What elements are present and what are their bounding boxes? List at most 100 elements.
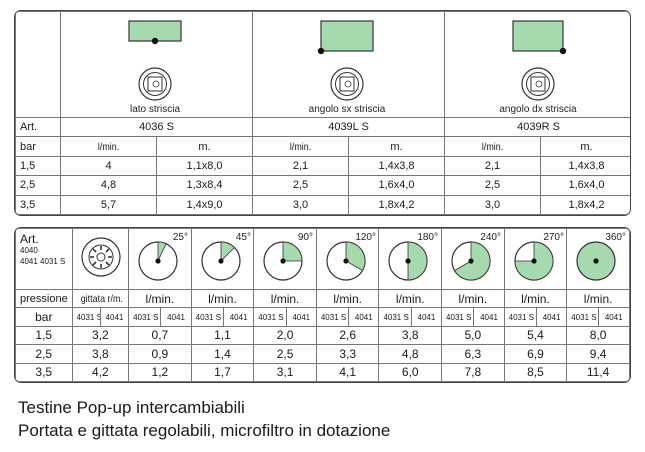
model-4041-label: 4041 [348, 307, 380, 327]
center-dot [531, 258, 537, 264]
table-row: 2,5 4,8 1,3x8,4 2,5 1,6x4,0 2,5 1,6x4,0 [15, 175, 630, 196]
model-4041-label: 4041 [222, 307, 255, 327]
bar-value: 1,5 [15, 325, 73, 346]
model-4031s-label: 4031 S [566, 307, 599, 327]
model-code: 4039R S [444, 116, 630, 138]
center-dot [280, 258, 286, 264]
flow-value: 5,0 [441, 325, 505, 346]
art-cell: Art. 4040 4041 4031 S [15, 228, 73, 290]
flow-value: 0,9 [128, 344, 192, 364]
pressure-label: pressione [15, 288, 73, 309]
sector-fill [514, 241, 554, 281]
caption-line-1: Testine Pop-up intercambiabili [18, 398, 245, 417]
flow-label: l/min. [190, 288, 255, 309]
flow-unit: l/min. [252, 136, 349, 157]
sector-fill [345, 241, 366, 272]
size-unit: m. [156, 136, 253, 157]
center-dot [343, 258, 349, 264]
bar-value: 3,5 [15, 362, 73, 382]
nozzle-dial-cell [71, 228, 130, 290]
angle-270-cell: 270° [503, 228, 568, 290]
sector-fill [282, 241, 303, 262]
flow-value: 8,5 [503, 362, 568, 382]
angle-45-cell: 45° [190, 228, 255, 290]
model-4041-label: 4041 [285, 307, 317, 327]
sector-90-icon: 90° [263, 232, 313, 281]
model-4041-label: 4041 [535, 307, 568, 327]
size-unit: m. [348, 136, 445, 157]
model-left-corner-header: angolo sx striscia [252, 11, 445, 118]
sector-45-icon: 45° [201, 232, 251, 281]
table-row: 3,5 5,7 1,4x9,0 3,0 1,8x4,2 3,0 1,8x4,2 [15, 194, 630, 215]
model-4031s-label: 4031 S [71, 307, 101, 327]
table-row: 3,5 4,2 1,2 1,7 3,1 4,1 6,0 7,8 8,5 11,4 [15, 362, 630, 382]
sector-fill [220, 241, 235, 262]
center-dot [405, 258, 412, 264]
flow-value: 4,8 [378, 344, 443, 364]
flow-value: 0,7 [128, 325, 192, 346]
pop-up-nozzle-table: Art. 4040 4041 4031 S 25° 45° 90° 120° 1… [14, 227, 631, 383]
sector-240-icon: 240° [451, 232, 501, 281]
model-caption: angolo sx striscia [309, 104, 386, 115]
flow-value: 11,4 [566, 362, 630, 382]
flow-value: 2,5 [253, 344, 317, 364]
model-code: 4039L S [252, 116, 445, 138]
table-row: 1,5 3,2 0,7 1,1 2,0 2,6 3,8 5,0 5,4 8,0 [15, 325, 630, 346]
flow-label: l/min. [441, 288, 505, 309]
angle-label: 360° [606, 232, 627, 243]
center-dot [593, 258, 599, 264]
model-4031s-label: 4031 S [378, 307, 412, 327]
flow-label: l/min. [378, 288, 443, 309]
strip-left-corner-icon: angolo sx striscia [309, 20, 386, 115]
angle-label: 240° [480, 232, 501, 243]
flow-value: 1,2 [128, 362, 192, 382]
center-dot [468, 258, 474, 264]
art-label: Art. [20, 232, 39, 246]
model-4041-label: 4041 [410, 307, 443, 327]
angle-25-cell: 25° [128, 228, 192, 290]
flow-value: 3,1 [253, 362, 317, 382]
center-dot [218, 258, 224, 264]
angle-label: 180° [418, 232, 439, 243]
model-4041-label: 4041 [99, 307, 130, 327]
flow-label: l/min. [315, 288, 380, 309]
model-caption: lato striscia [130, 104, 180, 115]
model-4031s-label: 4031 S [441, 307, 475, 327]
flow-label: l/min. [566, 288, 630, 309]
model-4041-label: 4041 [473, 307, 505, 327]
model-4041-label: 4041 [160, 307, 192, 327]
throw-value: 3,8 [71, 344, 130, 364]
angle-240-cell: 240° [441, 228, 505, 290]
strip-nozzle-table: lato striscia angolo sx striscia [14, 10, 631, 216]
model-4031s-label: 4031 S [253, 307, 287, 327]
bar-label: bar [15, 136, 61, 157]
flow-value: 7,8 [441, 362, 505, 382]
strip-side-icon: lato striscia [128, 20, 182, 115]
art-label: Art. [15, 116, 61, 138]
flow-value: 6,3 [441, 344, 505, 364]
model-4041-label: 4041 [597, 307, 630, 327]
sector-180-icon: 180° [388, 232, 439, 281]
flow-unit: l/min. [444, 136, 541, 157]
model-4031s-label: 4031 S [190, 307, 224, 327]
art-code: 4040 [20, 246, 38, 255]
angle-label: 25° [173, 232, 188, 243]
sector-120-icon: 120° [326, 232, 376, 281]
throw-label: gittata r/m. [71, 288, 130, 309]
model-4031s-label: 4031 S [503, 307, 537, 327]
model-code: 4036 S [60, 116, 253, 138]
angle-180-cell: 180° [378, 228, 443, 290]
sector-360-icon: 360° [576, 232, 627, 281]
angle-label: 120° [355, 232, 376, 243]
flow-value: 1,1 [190, 325, 255, 346]
model-caption: angolo dx striscia [499, 104, 577, 115]
model-4031s-label: 4031 S [315, 307, 350, 327]
flow-value: 9,4 [566, 344, 630, 364]
bar-value: 2,5 [15, 344, 73, 364]
angle-90-cell: 90° [253, 228, 317, 290]
art-code: 4041 4031 S [20, 257, 66, 266]
flow-label: l/min. [128, 288, 192, 309]
table-row: 1,5 4 1,1x8,0 2,1 1,4x3,8 2,1 1,4x3,8 [15, 155, 630, 177]
angle-360-cell: 360° [566, 228, 630, 290]
flow-value: 6,0 [378, 362, 443, 382]
